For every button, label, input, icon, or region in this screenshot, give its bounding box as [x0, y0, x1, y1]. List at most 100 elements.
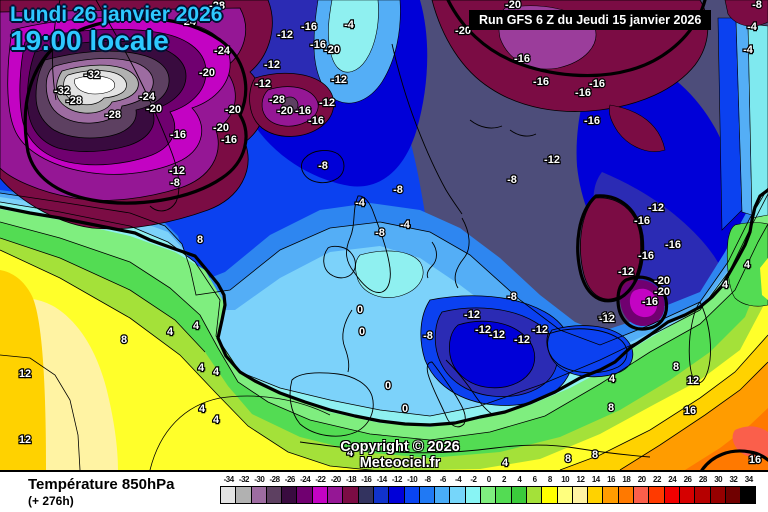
temp-label: -4 [400, 219, 411, 231]
temp-label: 16 [684, 405, 696, 417]
scale-swatch [663, 486, 680, 504]
temp-label: -20 [213, 122, 229, 134]
temp-label: -16 [221, 134, 237, 146]
scale-tick-label: -30 [254, 475, 265, 484]
scale-swatch [724, 486, 742, 504]
scale-tick-label: 32 [729, 475, 738, 484]
temp-label: -24 [214, 45, 231, 57]
temp-label: -12 [264, 59, 280, 71]
scale-cell: -6 [434, 475, 451, 504]
temp-label: -16 [584, 115, 600, 127]
temp-label: -8 [318, 160, 328, 172]
temp-label: -16 [575, 87, 591, 99]
scale-swatch [740, 486, 757, 504]
temp-label: -4 [743, 44, 754, 56]
scale-cell: -2 [464, 475, 482, 504]
scale-tick-label: -32 [238, 475, 250, 484]
scale-cell: 0 [480, 475, 497, 504]
scale-tick-label: -4 [455, 475, 462, 484]
temp-label: -8 [170, 177, 180, 189]
temp-label: -28 [66, 95, 82, 107]
scale-cell: 24 [663, 475, 680, 504]
temp-label: -20 [324, 44, 340, 56]
scale-cell: -4 [449, 475, 466, 504]
temp-label: -4 [747, 21, 758, 33]
scale-swatch [510, 486, 527, 504]
temp-label: -20 [455, 25, 471, 37]
scale-cell: 18 [617, 475, 635, 504]
scale-swatch [480, 486, 497, 504]
scale-cell: 10 [556, 475, 573, 504]
temp-label: 4 [722, 279, 729, 291]
temp-label: -20 [199, 67, 215, 79]
scale-cell: 32 [724, 475, 742, 504]
scale-cell: -20 [327, 475, 344, 504]
scale-cell: -16 [357, 475, 374, 504]
temp-label: 8 [673, 361, 679, 373]
scale-cell: 26 [678, 475, 696, 504]
temp-label: -20 [277, 105, 293, 117]
temp-label: -12 [514, 334, 530, 346]
temp-label: -12 [169, 165, 185, 177]
temp-label: 8 [121, 334, 127, 346]
scale-tick-label: 24 [668, 475, 677, 484]
legend-title: Température 850hPa [28, 476, 175, 493]
copyright-watermark: Copyright © 2026 Meteociel.fr [340, 439, 460, 471]
scale-cell: -22 [311, 475, 329, 504]
temp-label: -12 [277, 29, 293, 41]
temp-label: 0 [359, 326, 365, 338]
scale-tick-label: -18 [345, 475, 357, 484]
temp-label: -12 [544, 154, 560, 166]
scale-swatch [434, 486, 451, 504]
scale-swatch [449, 486, 466, 504]
temp-label: 4 [198, 362, 205, 374]
scale-tick-label: 6 [532, 475, 537, 484]
scale-swatch [418, 486, 436, 504]
temp-label: -12 [532, 324, 548, 336]
scale-swatch [265, 486, 283, 504]
temperature-map: -32-32-28-28-24-20-24-28-24-20-20-20-16-… [0, 0, 768, 470]
scale-cell: 16 [602, 475, 619, 504]
scale-tick-label: 14 [591, 475, 600, 484]
temp-label: -20 [654, 286, 670, 298]
temp-label: -12 [255, 78, 271, 90]
scale-cell: -18 [342, 475, 359, 504]
scale-swatch [633, 486, 650, 504]
temp-label: 8 [565, 453, 571, 465]
temp-label: 12 [19, 434, 31, 446]
temp-label: 8 [592, 449, 598, 461]
scale-cell: 28 [694, 475, 711, 504]
temp-label: -16 [295, 105, 311, 117]
temp-label: 4 [744, 259, 751, 271]
temp-label: -16 [638, 250, 654, 262]
scale-cell: -14 [372, 475, 390, 504]
scale-swatch [525, 486, 543, 504]
scale-tick-label: 20 [637, 475, 646, 484]
scale-cell: 34 [740, 475, 757, 504]
temp-label: 4 [213, 414, 220, 426]
scale-cell: 4 [510, 475, 527, 504]
legend-band: Température 850hPa (+ 276h) -34 -32 -30 -28… [0, 470, 768, 512]
scale-swatch [311, 486, 329, 504]
temp-label: 8 [608, 402, 614, 414]
temp-label: -20 [225, 104, 241, 116]
scale-cell: -12 [388, 475, 405, 504]
scale-tick-label: -8 [424, 475, 431, 484]
scale-swatch [220, 486, 237, 504]
temp-label: -16 [308, 115, 324, 127]
scale-tick-label: 4 [517, 475, 522, 484]
temp-label: -8 [507, 174, 517, 186]
scale-tick-label: 28 [698, 475, 707, 484]
temp-label: -16 [301, 21, 317, 33]
temp-label: 16 [749, 454, 761, 466]
temp-label: -16 [170, 129, 186, 141]
temp-label: 4 [193, 320, 200, 332]
temp-label: -12 [618, 266, 634, 278]
temp-label: -12 [331, 74, 347, 86]
temp-label: 0 [385, 380, 391, 392]
temp-label: -28 [269, 94, 285, 106]
temp-label: -32 [54, 85, 70, 97]
scale-tick-label: 8 [547, 475, 552, 484]
scale-cell: 14 [587, 475, 604, 504]
temp-label: -8 [507, 291, 517, 303]
